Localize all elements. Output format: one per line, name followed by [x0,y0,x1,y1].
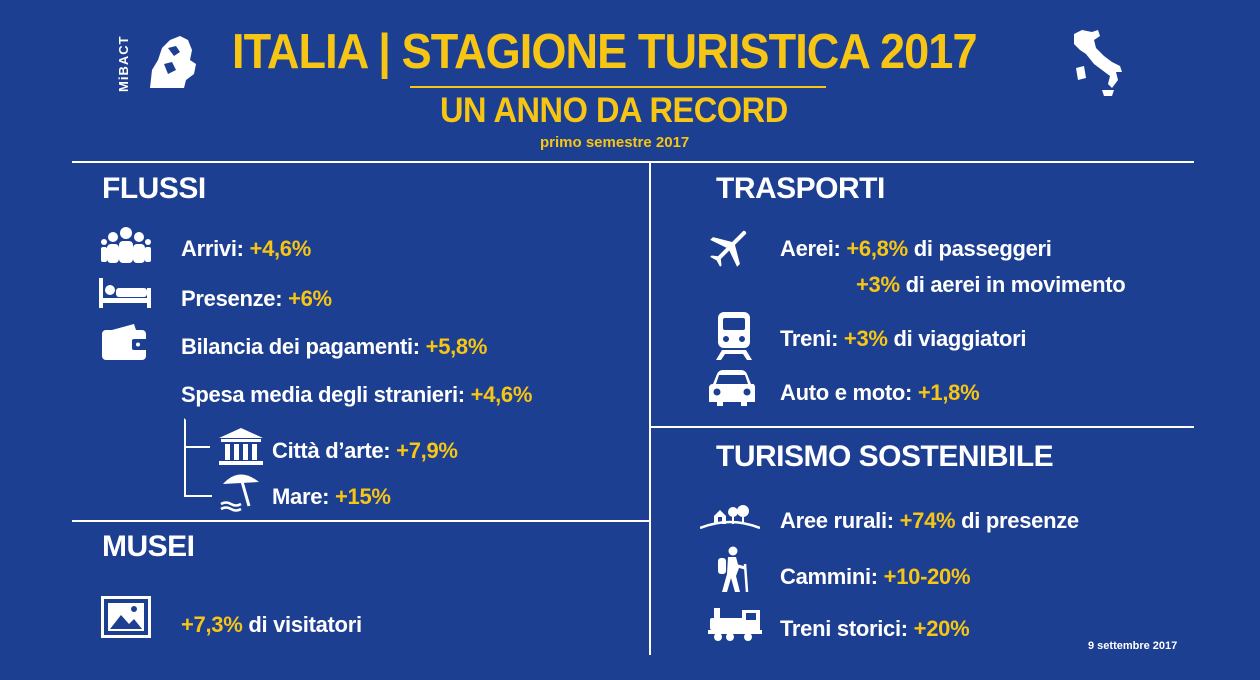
presenze-row: Presenze: +6% [181,286,332,312]
aerei-label: Aerei: [780,236,841,261]
bilancia-label: Bilancia dei pagamenti: [181,334,420,359]
storici-row: Treni storici: +20% [780,616,970,642]
period-label: primo semestre 2017 [540,134,690,151]
auto-label: Auto e moto: [780,380,913,405]
hiker-icon [712,546,752,594]
footer-date: 9 settembre 2017 [1088,640,1178,652]
aerei-suffix1: di passeggeri [913,236,1052,261]
bracket-tick [184,446,210,448]
auto-row: Auto e moto: +1,8% [780,380,980,406]
people-icon [101,226,151,264]
spesa-row: Spesa media degli stranieri: +4,6% [181,382,532,408]
page-title: ITALIA | STAGIONE TURISTICA 2017 [232,25,978,79]
treni-suffix: di viaggiatori [893,326,1027,351]
mare-value: +15% [335,484,391,509]
aree-value: +74% [899,508,956,533]
arrivi-row: Arrivi: +4,6% [181,236,311,262]
framed-picture-icon [101,596,151,638]
rural-village-icon [700,502,760,534]
sostenibile-divider [649,426,1194,428]
mare-row: Mare: +15% [272,484,391,510]
aerei-row: Aerei: +6,8% di passeggeri [780,236,1052,262]
musei-title: MUSEI [102,530,195,563]
steam-train-icon [708,604,762,642]
visitatori-suffix: di visitatori [248,612,362,637]
wallet-icon [102,322,148,362]
spesa-value: +4,6% [470,382,533,407]
storici-label: Treni storici: [780,616,908,641]
italy-map-icon [1068,28,1128,103]
car-icon [709,370,755,408]
mibact-logo [128,30,204,97]
cammini-value: +10-20% [883,564,971,589]
title-underline [410,86,826,88]
beach-umbrella-icon [219,470,263,514]
logo-text: MiBACT [116,35,131,92]
visitatori-value: +7,3% [181,612,243,637]
treni-row: Treni: +3% di viaggiatori [780,326,1027,352]
sostenibile-title: TURISMO SOSTENIBILE [716,440,1054,473]
treni-value: +3% [843,326,888,351]
auto-value: +1,8% [917,380,980,405]
bilancia-row: Bilancia dei pagamenti: +5,8% [181,334,487,360]
presenze-label: Presenze: [181,286,283,311]
spesa-bracket [184,418,212,497]
aerei-value2: +3% [856,272,900,297]
column-divider [649,161,651,655]
citta-row: Città d’arte: +7,9% [272,438,458,464]
aerei-suffix2: di aerei in movimento [905,272,1126,297]
citta-value: +7,9% [396,438,458,463]
cammini-row: Cammini: +10-20% [780,564,971,590]
aerei-row-2: +3% di aerei in movimento [856,272,1126,298]
trasporti-title: TRASPORTI [716,172,885,205]
bed-icon [99,278,151,308]
storici-value: +20% [913,616,970,641]
flussi-title: FLUSSI [102,172,206,205]
citta-label: Città d’arte: [272,438,391,463]
airplane-icon [707,224,753,270]
aree-label: Aree rurali: [780,508,894,533]
presenze-value: +6% [288,286,332,311]
page-subtitle: UN ANNO DA RECORD [440,91,788,130]
arrivi-value: +4,6% [249,236,312,261]
aerei-value1: +6,8% [846,236,908,261]
cammini-label: Cammini: [780,564,878,589]
train-icon [714,312,754,360]
musei-divider [72,520,649,522]
aree-suffix: di presenze [961,508,1079,533]
bilancia-value: +5,8% [425,334,488,359]
aree-row: Aree rurali: +74% di presenze [780,508,1079,534]
visitatori-row: +7,3% di visitatori [181,612,362,638]
spesa-label: Spesa media degli stranieri: [181,382,465,407]
arrivi-label: Arrivi: [181,236,244,261]
treni-label: Treni: [780,326,839,351]
header-divider [72,161,1194,163]
museum-building-icon [219,428,263,466]
mare-label: Mare: [272,484,330,509]
